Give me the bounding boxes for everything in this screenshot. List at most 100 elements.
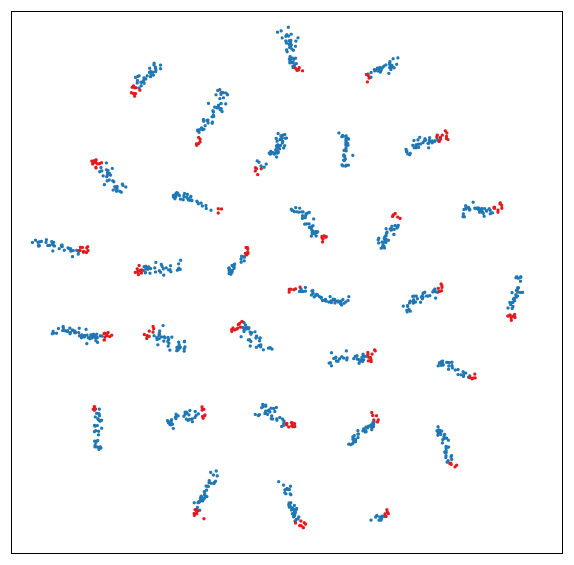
blue-point: [194, 410, 197, 413]
blue-point: [136, 81, 139, 84]
blue-point: [472, 201, 475, 204]
blue-point: [206, 119, 209, 122]
blue-point: [201, 204, 204, 207]
blue-point: [376, 67, 379, 70]
blue-point: [292, 61, 295, 64]
blue-point: [345, 358, 348, 361]
blue-point: [224, 102, 227, 105]
red-point: [94, 160, 97, 163]
blue-point: [209, 209, 212, 212]
blue-point: [205, 495, 208, 498]
blue-point: [55, 332, 58, 335]
blue-point: [205, 489, 208, 492]
red-point: [285, 422, 288, 425]
red-point: [202, 517, 205, 520]
blue-point: [149, 267, 152, 270]
red-point: [439, 282, 442, 285]
blue-point: [63, 249, 66, 252]
red-point: [136, 270, 139, 273]
blue-point: [276, 150, 279, 153]
red-point: [220, 207, 223, 210]
blue-point: [45, 238, 48, 241]
red-point: [103, 338, 106, 341]
blue-point: [106, 179, 109, 182]
blue-point: [100, 335, 103, 338]
blue-point: [68, 327, 71, 330]
blue-point: [296, 517, 299, 520]
blue-point: [289, 501, 292, 504]
red-point: [98, 162, 101, 165]
blue-point: [207, 102, 210, 105]
blue-point: [83, 334, 86, 337]
blue-point: [167, 268, 170, 271]
red-point: [133, 92, 136, 95]
blue-point: [162, 273, 165, 276]
blue-point: [48, 244, 51, 247]
red-point: [366, 351, 369, 354]
blue-point: [167, 344, 170, 347]
blue-point: [444, 456, 447, 459]
red-point: [371, 414, 374, 417]
blue-point: [209, 471, 212, 474]
blue-point: [152, 74, 155, 77]
blue-point: [300, 290, 303, 293]
red-point: [239, 326, 242, 329]
blue-point: [304, 286, 307, 289]
red-point: [79, 246, 82, 249]
blue-point: [144, 267, 147, 270]
blue-point: [34, 239, 37, 242]
blue-point: [281, 418, 284, 421]
blue-point: [347, 164, 350, 167]
blue-point: [176, 269, 179, 272]
blue-point: [106, 174, 109, 177]
blue-point: [390, 64, 393, 67]
blue-point: [443, 437, 446, 440]
blue-point: [109, 174, 112, 177]
blue-point: [510, 291, 513, 294]
red-point: [202, 417, 205, 420]
blue-point: [230, 271, 233, 274]
blue-point: [248, 330, 251, 333]
blue-point: [97, 433, 100, 436]
blue-point: [419, 301, 422, 304]
blue-point: [511, 307, 514, 310]
blue-point: [96, 341, 99, 344]
blue-point: [330, 351, 333, 354]
red-point: [368, 77, 371, 80]
red-point: [321, 240, 324, 243]
red-point: [375, 414, 378, 417]
blue-point: [295, 62, 298, 65]
blue-point: [100, 419, 103, 422]
blue-point: [281, 134, 284, 137]
blue-point: [50, 240, 53, 243]
blue-point: [456, 373, 459, 376]
blue-point: [418, 136, 421, 139]
blue-point: [166, 340, 169, 343]
blue-point: [173, 196, 176, 199]
red-point: [298, 286, 301, 289]
blue-point: [183, 192, 186, 195]
blue-point: [389, 227, 392, 230]
blue-point: [144, 265, 147, 268]
red-point: [507, 314, 510, 317]
blue-point: [352, 357, 355, 360]
blue-point: [491, 211, 494, 214]
blue-point: [461, 215, 464, 218]
blue-point: [288, 488, 291, 491]
red-point: [217, 207, 220, 210]
blue-point: [105, 168, 108, 171]
blue-point: [294, 206, 297, 209]
blue-point: [154, 70, 157, 73]
blue-point: [290, 33, 293, 36]
blue-point: [293, 210, 296, 213]
blue-point: [166, 336, 169, 339]
blue-point: [204, 204, 207, 207]
red-point: [387, 512, 390, 515]
red-point: [105, 333, 108, 336]
blue-point: [195, 200, 198, 203]
blue-point: [212, 115, 215, 118]
blue-point: [80, 336, 83, 339]
blue-point: [148, 272, 151, 275]
blue-point: [411, 295, 414, 298]
blue-point: [100, 169, 103, 172]
